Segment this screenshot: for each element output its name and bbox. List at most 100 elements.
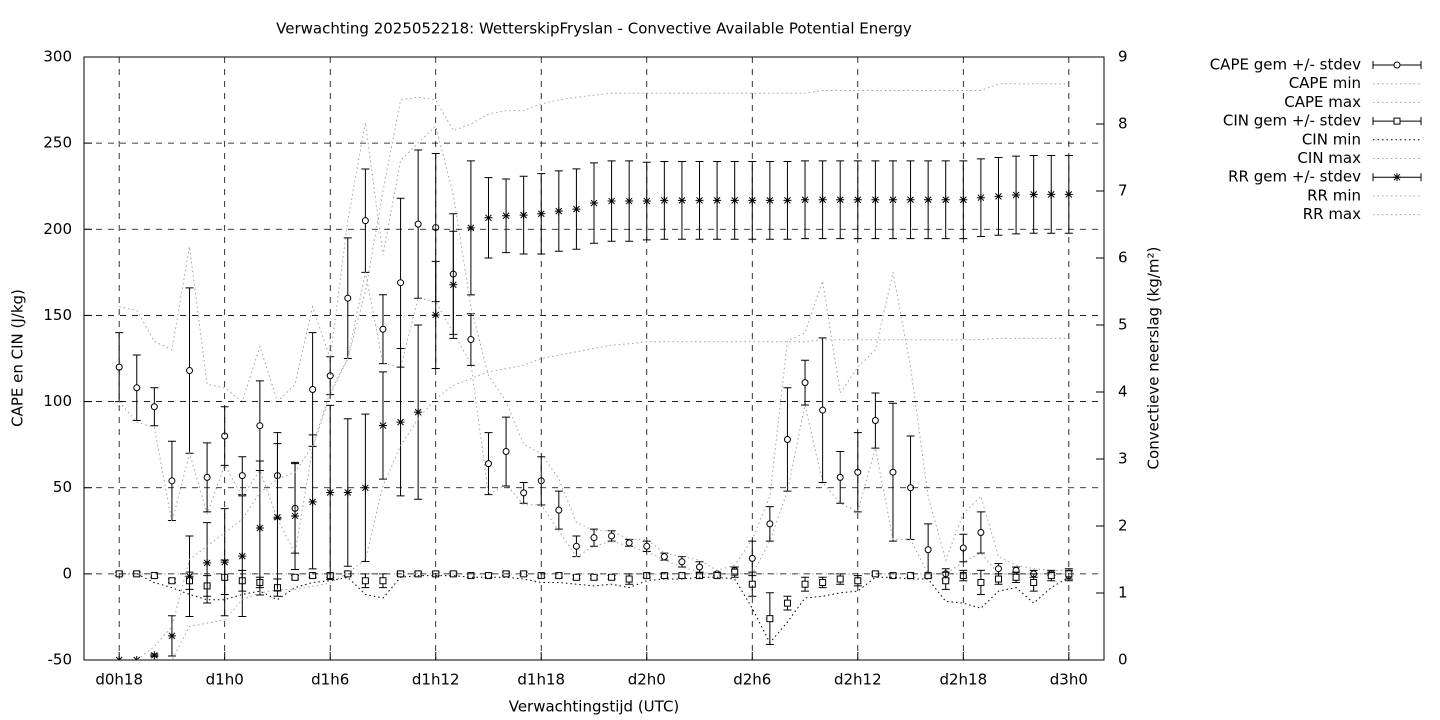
point: [168, 477, 176, 485]
point: [572, 573, 580, 581]
point: [730, 196, 739, 205]
point: [1047, 572, 1055, 580]
point: [994, 565, 1002, 573]
point: [484, 572, 492, 580]
range-line: [119, 573, 1070, 644]
point: [696, 572, 704, 580]
y2-tick-label: 9: [1118, 48, 1128, 66]
point: [1030, 578, 1038, 586]
point: [414, 408, 423, 417]
point: [695, 196, 704, 205]
point: [713, 196, 722, 205]
point: [519, 211, 528, 220]
point: [608, 573, 616, 581]
x-axis-label: Verwachtingstijd (UTC): [509, 698, 680, 716]
y-tick-label: -50: [48, 651, 73, 669]
point: [801, 195, 810, 204]
y2-axis-label: Convectieve neerslag (kg/m²): [1145, 247, 1163, 470]
point: [150, 651, 159, 660]
y-tick-label: 50: [53, 478, 72, 496]
legend-marker: [1393, 117, 1401, 125]
legend-marker: [1393, 61, 1401, 69]
point: [467, 336, 475, 344]
point: [836, 575, 844, 583]
x-tick-label: d0h18: [95, 671, 143, 689]
point: [942, 577, 950, 585]
point: [361, 577, 369, 585]
point: [361, 217, 369, 225]
range-line: [119, 337, 1069, 660]
point: [660, 553, 668, 561]
point: [502, 448, 510, 456]
y2-tick-label: 3: [1118, 450, 1128, 468]
point: [643, 542, 651, 550]
point: [133, 384, 141, 392]
point: [484, 460, 492, 468]
point: [783, 196, 792, 205]
point: [273, 513, 282, 522]
point: [1047, 190, 1056, 199]
point: [818, 195, 827, 204]
point: [466, 223, 475, 232]
point: [959, 195, 968, 204]
point: [590, 573, 598, 581]
point: [713, 572, 721, 580]
point: [977, 529, 985, 537]
legend-marker: [1393, 173, 1401, 182]
point: [308, 497, 317, 506]
point: [309, 572, 317, 580]
point: [449, 280, 458, 289]
point: [291, 573, 299, 581]
point: [801, 580, 809, 588]
point: [994, 192, 1003, 201]
point: [203, 558, 212, 567]
point: [766, 520, 774, 528]
legend-label: CAPE gem +/- stdev: [1210, 56, 1361, 74]
point: [344, 294, 352, 302]
point: [871, 417, 879, 425]
y-tick-label: 0: [62, 564, 72, 582]
point: [924, 572, 932, 580]
point: [625, 197, 634, 206]
point: [924, 546, 932, 554]
point: [379, 325, 387, 333]
x-tick-label: d1h6: [311, 671, 349, 689]
point: [994, 575, 1002, 583]
point: [924, 195, 933, 204]
point: [1012, 191, 1021, 200]
x-tick-label: d2h12: [834, 671, 882, 689]
point: [608, 532, 616, 540]
point: [378, 421, 387, 430]
point: [520, 489, 528, 497]
point: [186, 367, 194, 375]
y2-tick-label: 0: [1118, 651, 1128, 669]
legend-label: CIN max: [1297, 149, 1361, 167]
x-tick-label: d3h0: [1050, 671, 1088, 689]
point: [836, 195, 845, 204]
point: [256, 422, 264, 430]
x-tick-label: d1h12: [412, 671, 460, 689]
point: [678, 558, 686, 566]
legend-label: RR gem +/- stdev: [1228, 168, 1361, 186]
point: [555, 572, 563, 580]
point: [555, 506, 563, 514]
point: [590, 199, 598, 208]
point: [906, 195, 915, 204]
x-tick-label: d2h6: [733, 671, 771, 689]
point: [625, 539, 633, 547]
point: [168, 577, 176, 585]
point: [238, 472, 246, 480]
point: [677, 196, 686, 205]
legend-label: RR max: [1303, 205, 1361, 223]
point: [1012, 573, 1020, 581]
legend-label: CIN min: [1302, 130, 1361, 148]
y2-tick-label: 4: [1118, 383, 1128, 401]
y-axis-label: CAPE en CIN (J/kg): [9, 289, 27, 427]
point: [467, 572, 475, 580]
point: [889, 468, 897, 476]
y-tick-label: 300: [43, 48, 72, 66]
point: [801, 379, 809, 387]
point: [765, 196, 774, 205]
point: [783, 599, 791, 607]
